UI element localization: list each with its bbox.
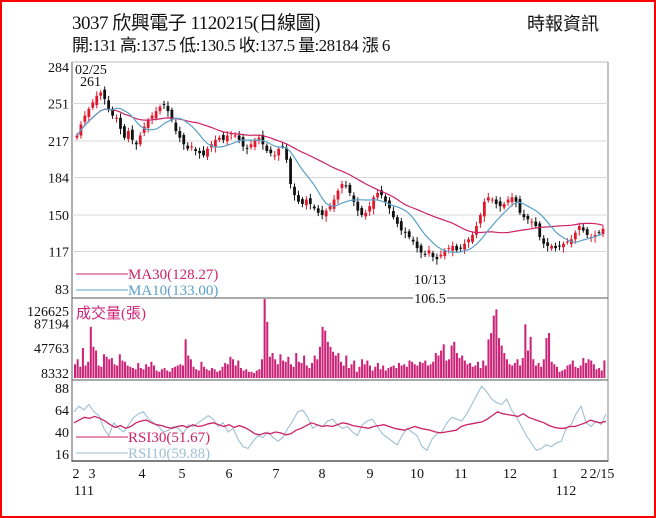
rsi-y-tick: 64	[55, 404, 69, 419]
candlesticks	[75, 86, 605, 265]
rsi-y-tick: 88	[55, 382, 69, 397]
year-label: 111	[74, 484, 94, 499]
x-tick-label: 2	[73, 467, 80, 482]
rsi30-line	[73, 411, 607, 436]
price-y-tick: 83	[55, 283, 69, 298]
volume-y-tick: 87194	[34, 318, 69, 333]
high-date-label: 02/25	[75, 63, 107, 78]
low-date-label: 10/13	[414, 273, 446, 288]
x-tick-label: 8	[319, 467, 326, 482]
rsi10-line	[73, 385, 607, 452]
price-y-tick: 251	[48, 97, 69, 112]
year-label: 112	[556, 484, 576, 499]
volume-y-tick: 47763	[34, 342, 69, 357]
quote-summary: 開:131 高:137.5 低:130.5 收:137.5 量:28184 漲 …	[72, 36, 390, 55]
x-tick-label: 1	[552, 467, 559, 482]
rsi-y-tick: 40	[55, 426, 69, 441]
rsi10-legend: RSI10(59.88)	[128, 446, 210, 462]
price-y-tick: 117	[49, 245, 69, 260]
x-tick-label: 7	[273, 467, 280, 482]
low-value-label: 106.5	[414, 292, 446, 307]
ma10-legend: MA10(133.00)	[128, 283, 218, 299]
price-y-tick: 217	[48, 135, 69, 150]
volume-title: 成交量(張)	[76, 304, 146, 322]
price-y-tick: 284	[48, 61, 69, 76]
x-tick-label: 4	[139, 467, 146, 482]
x-tick-label: 2	[581, 467, 588, 482]
rsi-y-tick: 16	[55, 448, 69, 463]
price-y-tick: 150	[48, 209, 69, 224]
x-tick-label: 12	[503, 467, 517, 482]
source-label: 時報資訊	[527, 14, 599, 34]
ma30-legend: MA30(128.27)	[128, 267, 218, 283]
price-y-tick: 184	[48, 171, 69, 186]
ma30-line	[76, 108, 604, 234]
x-tick-label: 6	[226, 467, 233, 482]
x-tick-label: 11	[454, 467, 467, 482]
x-tick-label: 5	[179, 467, 186, 482]
ma10-line	[76, 107, 604, 253]
volume-y-tick: 126625	[27, 305, 69, 320]
volume-y-tick: 8332	[41, 367, 69, 382]
chart-title: 3037 欣興電子 1120215(日線圖)	[72, 13, 320, 34]
x-tick-label: 3	[89, 467, 96, 482]
rsi-panel: 88 64 40 16 RSI30(51.67)RSI10(59.88)	[55, 382, 607, 463]
x-tick-label: 10	[410, 467, 424, 482]
rsi30-legend: RSI30(51.67)	[128, 430, 210, 446]
x-tick-label: 2/15	[590, 467, 615, 482]
x-tick-label: 9	[367, 467, 374, 482]
high-value-label: 261	[80, 75, 101, 90]
